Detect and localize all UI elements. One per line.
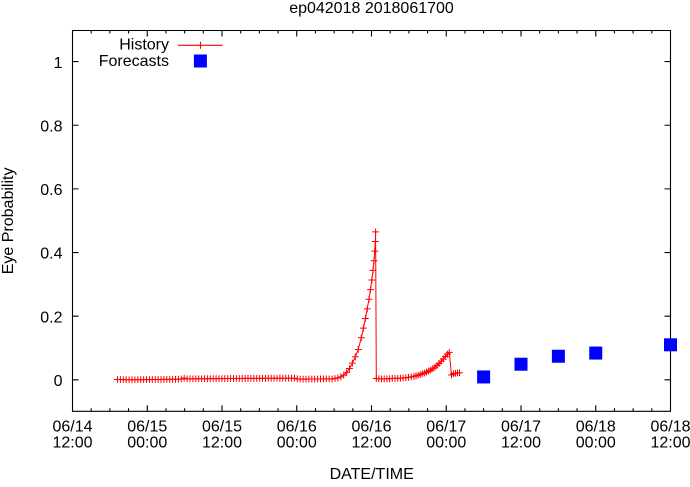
- svg-text:00:00: 00:00: [576, 435, 616, 452]
- svg-text:06/15: 06/15: [202, 419, 242, 436]
- svg-text:0: 0: [54, 373, 63, 390]
- svg-text:12:00: 12:00: [650, 435, 690, 452]
- svg-text:Eye Probability: Eye Probability: [0, 168, 17, 275]
- svg-text:00:00: 00:00: [277, 435, 317, 452]
- svg-text:06/18: 06/18: [650, 419, 690, 436]
- svg-text:06/17: 06/17: [426, 419, 466, 436]
- svg-text:12:00: 12:00: [501, 435, 541, 452]
- svg-text:00:00: 00:00: [426, 435, 466, 452]
- svg-text:DATE/TIME: DATE/TIME: [330, 466, 414, 482]
- svg-text:12:00: 12:00: [351, 435, 391, 452]
- svg-text:0.6: 0.6: [40, 182, 62, 199]
- svg-text:0.4: 0.4: [40, 246, 62, 263]
- svg-text:06/18: 06/18: [576, 419, 616, 436]
- svg-text:Forecasts: Forecasts: [99, 53, 169, 70]
- svg-text:History: History: [119, 37, 169, 54]
- svg-text:06/16: 06/16: [351, 419, 391, 436]
- svg-text:00:00: 00:00: [127, 435, 167, 452]
- svg-text:06/17: 06/17: [501, 419, 541, 436]
- svg-text:0.2: 0.2: [40, 309, 62, 326]
- svg-text:12:00: 12:00: [202, 435, 242, 452]
- svg-text:0.8: 0.8: [40, 118, 62, 135]
- svg-text:06/14: 06/14: [52, 419, 92, 436]
- svg-text:1: 1: [54, 55, 63, 72]
- svg-text:06/16: 06/16: [277, 419, 317, 436]
- svg-text:ep042018 2018061700: ep042018 2018061700: [289, 0, 454, 17]
- svg-text:06/15: 06/15: [127, 419, 167, 436]
- svg-text:12:00: 12:00: [52, 435, 92, 452]
